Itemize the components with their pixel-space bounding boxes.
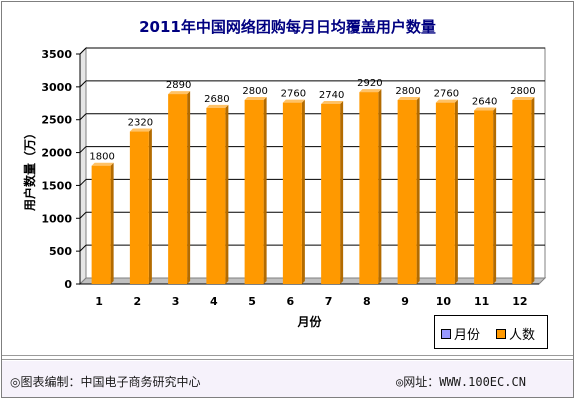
bar-users-side (454, 99, 458, 284)
bar-users (397, 100, 417, 284)
plot-back-wall (85, 47, 546, 279)
chart-area: 2011年中国网络团购每月日均覆盖用户数量 0 500 1000 1500 2000 25… (2, 2, 573, 355)
y-tick-label: 3500 (41, 48, 72, 61)
legend-swatch-users (496, 329, 506, 339)
gridline-side (79, 146, 87, 153)
x-tick-label: 1 (95, 295, 103, 308)
bar-users (129, 131, 149, 284)
y-tick-label: 500 (49, 245, 72, 258)
bar-users-side (187, 91, 191, 284)
chart-legend: 月份 人数 (434, 315, 548, 349)
bar-users (359, 92, 379, 284)
legend-label-users: 人数 (509, 328, 536, 343)
y-tick-label: 3000 (41, 81, 72, 94)
bar-users-top (282, 99, 305, 103)
data-label: 2760 (281, 89, 306, 100)
credit-website: ◎网址：WWW.100EC.CN (396, 375, 526, 389)
data-label: 1800 (89, 152, 114, 163)
bar-users-side (493, 107, 497, 284)
bar-users-side (263, 97, 267, 284)
bar-users-top (397, 97, 420, 100)
x-tick-label: 6 (287, 295, 295, 308)
bar-users-top (359, 89, 382, 93)
x-tick-label: 7 (325, 295, 333, 308)
data-label: 2800 (510, 86, 535, 97)
x-tick-label: 11 (474, 295, 489, 308)
data-label: 2320 (128, 118, 153, 129)
data-label: 2800 (242, 86, 267, 97)
bar-users (168, 94, 188, 284)
bar-users-side (416, 97, 420, 284)
bar-users (321, 103, 341, 284)
y-tick-label: 2000 (41, 147, 72, 160)
bar-users-side (225, 104, 229, 284)
data-label: 2760 (434, 89, 459, 100)
data-label: 2920 (357, 78, 382, 89)
legend-label-months: 月份 (454, 328, 481, 343)
bar-users-top (321, 100, 344, 104)
gridline-side (79, 47, 87, 55)
credit-compiler: ◎图表编制：中国电子商务研究中心 (10, 375, 201, 389)
x-tick-label: 8 (363, 295, 371, 308)
bar-users-side (531, 97, 535, 284)
legend-item-users: 人数 (496, 324, 535, 343)
bar-users (206, 107, 226, 284)
bar-users-top (512, 97, 535, 100)
bar-users (435, 102, 455, 284)
x-tick-label: 4 (210, 295, 218, 308)
bar-users-side (301, 99, 305, 284)
bar-users-side (110, 162, 114, 284)
bar-users (244, 100, 264, 284)
gridline-side (79, 244, 87, 252)
bar-users-top (168, 91, 191, 95)
bar-users-side (378, 89, 382, 284)
gridline-side (79, 211, 87, 219)
chart-title: 2011年中国网络团购每月日均覆盖用户数量 (139, 18, 436, 36)
gridline-side (79, 80, 87, 88)
bar-users-top (206, 104, 229, 108)
x-tick-label: 3 (172, 295, 180, 308)
x-tick-label: 9 (401, 295, 409, 308)
x-axis-title: 月份 (296, 314, 322, 329)
data-label: 2800 (395, 86, 420, 97)
y-tick-label: 1500 (41, 179, 72, 192)
gridline-side (79, 113, 87, 121)
footer-divider-top (2, 355, 573, 356)
bar-users (512, 100, 532, 284)
footer-divider-bottom (2, 359, 573, 360)
bar-users-top (244, 97, 267, 100)
bar-users-top (435, 99, 458, 103)
bar-users (282, 102, 302, 284)
data-label: 2680 (204, 94, 229, 105)
data-label: 2640 (472, 97, 497, 108)
bar-chart: 0 500 1000 1500 2000 2500 3000 3500 1800 1 2320 2 28… (22, 46, 547, 329)
bar-users-top (91, 162, 114, 166)
bar-users (474, 110, 494, 284)
y-tick-label: 0 (64, 278, 72, 291)
footer-bar: ◎图表编制：中国电子商务研究中心 ◎网址：WWW.100EC.CN (2, 361, 573, 397)
x-tick-label: 5 (248, 295, 256, 308)
data-label: 2740 (319, 90, 344, 101)
y-axis-title: 用户数量（万） (22, 127, 37, 212)
x-tick-label: 2 (134, 295, 142, 308)
bar-users-top (474, 107, 497, 111)
y-tick-label: 1000 (41, 212, 72, 225)
gridline-side (79, 179, 87, 186)
bar-users-side (148, 128, 152, 284)
x-tick-label: 12 (512, 295, 527, 308)
y-tick-label: 2500 (41, 114, 72, 127)
bar-users-side (340, 100, 344, 284)
bar-users-top (129, 128, 152, 132)
data-label: 2890 (166, 80, 191, 91)
legend-item-months: 月份 (441, 324, 480, 343)
legend-swatch-months (441, 329, 451, 339)
x-tick-label: 10 (436, 295, 452, 308)
bar-users (91, 165, 111, 284)
